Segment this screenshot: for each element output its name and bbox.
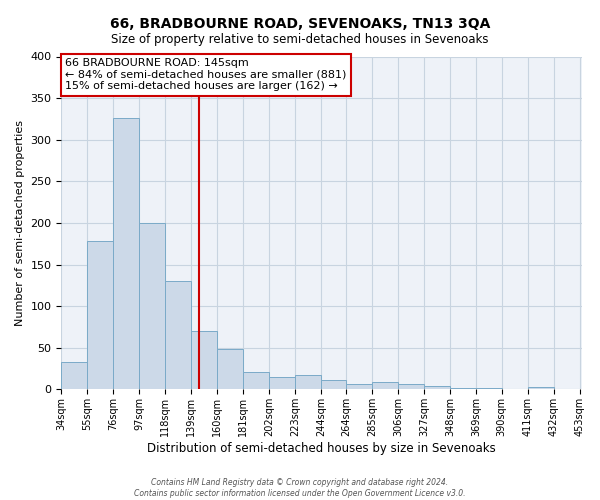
Bar [139,223,166,390]
Bar [191,331,217,390]
Text: 66 BRADBOURNE ROAD: 145sqm
← 84% of semi-detached houses are smaller (881)
15% o: 66 BRADBOURNE ROAD: 145sqm ← 84% of semi… [65,58,346,92]
Bar [372,382,398,390]
Y-axis label: Number of semi-detached properties: Number of semi-detached properties [15,120,25,326]
Bar [295,376,321,390]
Bar [450,388,476,390]
Text: 66, BRADBOURNE ROAD, SEVENOAKS, TN13 3QA: 66, BRADBOURNE ROAD, SEVENOAKS, TN13 3QA [110,18,490,32]
Bar [61,362,88,390]
Bar [554,388,580,390]
Bar [321,380,346,390]
Bar [346,384,372,390]
Bar [502,388,528,390]
Bar [113,118,139,390]
Bar [528,387,554,390]
Bar [243,372,269,390]
Text: Size of property relative to semi-detached houses in Sevenoaks: Size of property relative to semi-detach… [111,32,489,46]
Bar [166,281,191,390]
Text: Contains HM Land Registry data © Crown copyright and database right 2024.
Contai: Contains HM Land Registry data © Crown c… [134,478,466,498]
X-axis label: Distribution of semi-detached houses by size in Sevenoaks: Distribution of semi-detached houses by … [148,442,496,455]
Bar [398,384,424,390]
Bar [88,242,113,390]
Bar [476,388,502,390]
Bar [424,386,450,390]
Bar [269,377,295,390]
Bar [217,350,243,390]
